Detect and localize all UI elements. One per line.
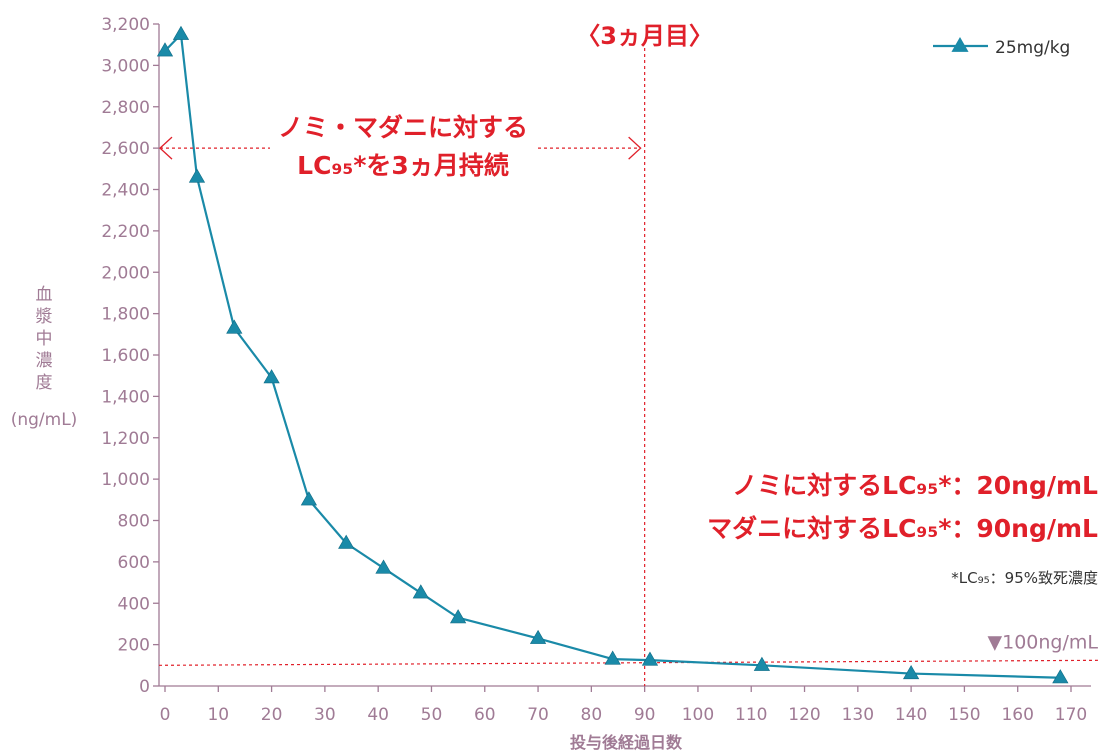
legend: 25mg/kg [933, 37, 1070, 58]
y-tick-label: 1,600 [101, 346, 150, 366]
y-label-char: 濃 [36, 351, 53, 371]
data-point-marker [172, 25, 190, 40]
series-layer [156, 25, 1069, 684]
x-tick-label: 100 [682, 705, 714, 725]
data-point-marker [188, 168, 206, 183]
x-tick-label: 130 [842, 705, 874, 725]
y-tick-label: 2,400 [101, 181, 150, 201]
x-tick-label: 110 [735, 705, 767, 725]
x-tick-label: 30 [314, 705, 336, 725]
y-tick-label: 2,000 [101, 263, 150, 283]
three-month-label: 〈3ヵ月目〉 [576, 22, 713, 50]
data-point-marker [604, 650, 621, 665]
flea-lc95-annotation: ノミに対するLC₉₅*：20ng/mL [732, 471, 1098, 500]
y-label-char: 度 [36, 373, 53, 393]
y-tick-label: 400 [118, 594, 150, 614]
x-tick-label: 170 [1055, 705, 1087, 725]
x-tick-label: 150 [948, 705, 980, 725]
arrow-head-right-icon [628, 136, 642, 160]
reference-lines [158, 48, 1101, 686]
x-tick-label: 60 [474, 705, 496, 725]
data-point-marker [529, 629, 547, 644]
data-point-marker [449, 609, 467, 624]
x-tick-label: 120 [788, 705, 820, 725]
duration-arrow [159, 136, 642, 160]
data-point-marker [156, 42, 174, 57]
y-label-char: 中 [36, 329, 53, 349]
reference-line-label: ▼100ng/mL [988, 631, 1099, 653]
x-tick-label: 10 [207, 705, 229, 725]
data-point-marker [300, 491, 318, 506]
y-label-char: 血 [36, 285, 53, 305]
x-tick-label: 20 [261, 705, 283, 725]
data-point-marker [375, 559, 392, 574]
duration-annotation-line2: LC₉₅*を3ヵ月持続 [297, 151, 509, 180]
x-tick-label: 160 [1001, 705, 1033, 725]
data-point-marker [338, 534, 355, 549]
y-tick-label: 3,200 [101, 15, 150, 35]
y-tick-label: 2,800 [101, 98, 150, 118]
y-tick-label: 1,200 [101, 429, 150, 449]
y-tick-label: 2,600 [101, 139, 150, 159]
data-point-marker [902, 664, 920, 680]
y-tick-label: 2,200 [101, 222, 150, 242]
legend-triangle-icon [951, 37, 969, 52]
x-tick-label: 90 [634, 705, 656, 725]
y-tick-label: 600 [118, 553, 150, 573]
y-tick-label: 1,000 [101, 470, 150, 490]
y-tick-label: 200 [118, 636, 150, 656]
x-ticks: 0 10 20 30 40 50 60 70 80 90 100 110 120 130 140 150 160… [160, 686, 1087, 725]
legend-label: 25mg/kg [995, 38, 1070, 58]
tick-lc95-annotation: マダニに対するLC₉₅*：90ng/mL [707, 514, 1098, 543]
y-tick-label: 800 [118, 512, 150, 532]
x-axis-label: 投与後経過日数 [570, 733, 683, 752]
y-tick-label: 0 [139, 677, 150, 697]
reference-line-100 [158, 659, 1101, 666]
data-point-marker [641, 651, 659, 666]
lc95-footnote: *LC₉₅：95%致死濃度 [951, 569, 1098, 587]
data-point-marker [226, 319, 243, 334]
data-point-marker [412, 584, 429, 599]
y-ticks: 0 200 400 600 800 1,000 1,200 1,400 1,600 1,800 2,… [101, 15, 159, 697]
x-tick-label: 40 [367, 705, 389, 725]
y-tick-label: 3,000 [101, 56, 150, 76]
data-point-marker [263, 369, 280, 384]
y-label-char: 漿 [36, 307, 53, 327]
y-label-unit: (ng/mL) [11, 410, 78, 430]
duration-annotation-line1: ノミ・マダニに対する [278, 113, 528, 142]
x-tick-label: 50 [421, 705, 443, 725]
x-tick-label: 80 [581, 705, 603, 725]
y-tick-label: 1,800 [101, 305, 150, 325]
x-tick-label: 0 [160, 705, 171, 725]
x-tick-label: 140 [895, 705, 927, 725]
data-point-marker [753, 656, 771, 671]
series-line [164, 33, 1061, 679]
arrow-head-left-icon [159, 136, 173, 160]
y-tick-label: 1,400 [101, 387, 150, 407]
data-point-marker [1052, 669, 1069, 684]
x-tick-label: 70 [527, 705, 549, 725]
